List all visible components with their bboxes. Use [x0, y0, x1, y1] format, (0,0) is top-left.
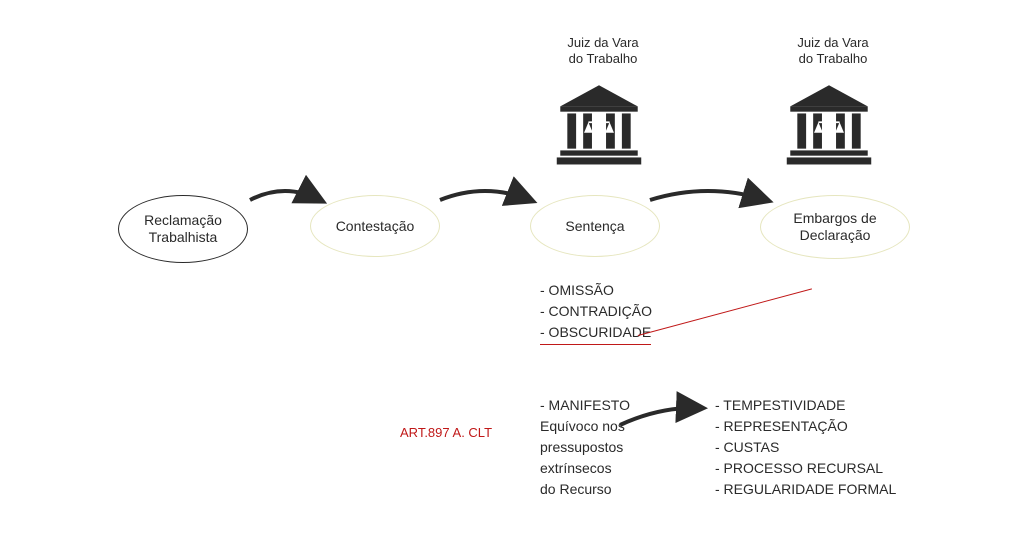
list-item: - REPRESENTAÇÃO	[715, 416, 896, 437]
list-item-underlined: - OBSCURIDADE	[540, 322, 652, 345]
list-item: - REGULARIDADE FORMAL	[715, 479, 896, 500]
list-item: - PROCESSO RECURSAL	[715, 458, 896, 479]
node-sentenca: Sentença	[530, 195, 660, 257]
list-item: - CONTRADIÇÃO	[540, 301, 652, 322]
node-label: Embargos de Declaração	[793, 210, 876, 244]
judge-label: Juiz da Vara do Trabalho	[788, 35, 878, 66]
court-icon	[785, 80, 873, 173]
node-label: Contestação	[336, 218, 415, 235]
list-item: - TEMPESTIVIDADE	[715, 395, 896, 416]
judge-label-text: Juiz da Vara do Trabalho	[567, 35, 638, 66]
manifesto-heading: - MANIFESTO	[540, 395, 630, 416]
judge-label-text: Juiz da Vara do Trabalho	[797, 35, 868, 66]
list-item: - OMISSÃO	[540, 280, 652, 301]
causes-list: - OMISSÃO - CONTRADIÇÃO - OBSCURIDADE	[540, 280, 652, 345]
node-reclamacao: Reclamação Trabalhista	[118, 195, 248, 263]
manifesto-block: - MANIFESTO Equívoco nos pressupostos ex…	[540, 395, 630, 500]
node-label: Reclamação Trabalhista	[144, 212, 222, 246]
article-text: ART.897 A. CLT	[400, 425, 492, 440]
node-contestacao: Contestação	[310, 195, 440, 257]
manifesto-body: Equívoco nos pressupostos extrínsecos do…	[540, 416, 630, 500]
node-label: Sentença	[565, 218, 624, 235]
red-connector-line	[638, 288, 812, 336]
article-reference: ART.897 A. CLT	[400, 425, 492, 440]
node-embargos: Embargos de Declaração	[760, 195, 910, 259]
court-icon	[555, 80, 643, 173]
judge-label: Juiz da Vara do Trabalho	[558, 35, 648, 66]
list-item: - CUSTAS	[715, 437, 896, 458]
requisitos-list: - TEMPESTIVIDADE - REPRESENTAÇÃO - CUSTA…	[715, 395, 896, 500]
